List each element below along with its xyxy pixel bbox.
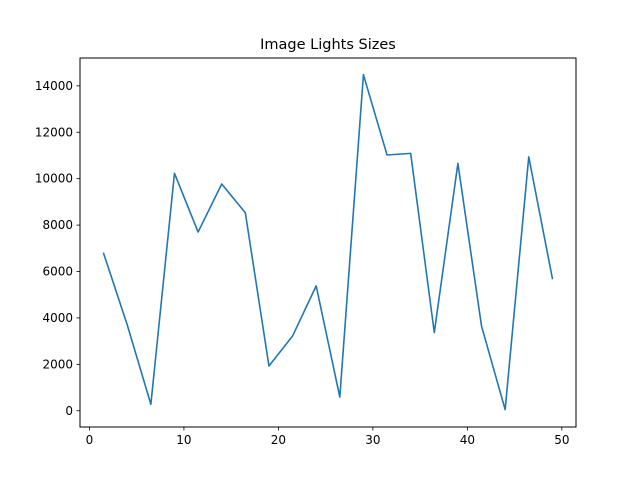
y-tick-label: 14000 xyxy=(35,79,73,93)
series-line xyxy=(102,73,554,411)
y-tick-label: 2000 xyxy=(42,357,73,371)
chart-title: Image Lights Sizes xyxy=(260,37,396,53)
x-tick-label: 20 xyxy=(271,433,286,447)
y-tick-label: 10000 xyxy=(35,172,73,186)
x-tick-label: 30 xyxy=(365,433,380,447)
y-tick-label: 6000 xyxy=(42,265,73,279)
x-tick-label: 10 xyxy=(176,433,191,447)
x-tick-label: 0 xyxy=(86,433,94,447)
x-tick-label: 40 xyxy=(460,433,475,447)
y-tick-label: 4000 xyxy=(42,311,73,325)
y-tick-label: 8000 xyxy=(42,218,73,232)
y-tick-label: 12000 xyxy=(35,125,73,139)
plot-area: 0 10 20 30 40 50 0 2000 4000 6000 8000 10000 12000 14… xyxy=(35,73,569,447)
axes-frame xyxy=(79,57,577,428)
y-tick-label: 0 xyxy=(65,404,73,418)
x-tick-label: 50 xyxy=(554,433,569,447)
